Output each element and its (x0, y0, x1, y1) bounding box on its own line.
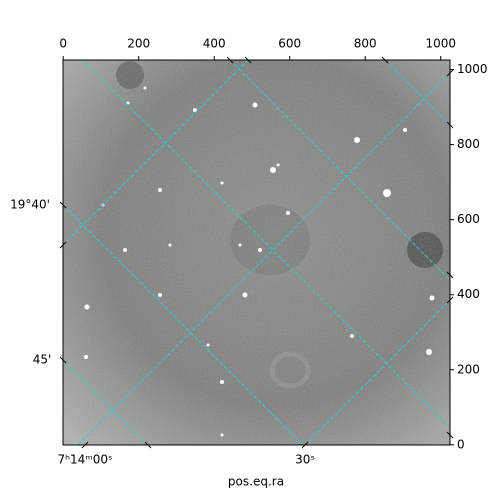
x-tick-label: 800 (354, 37, 377, 51)
y-tick-label: 1000 (457, 62, 488, 76)
x-tick-label: 600 (278, 37, 301, 51)
x-tick-label: 0 (59, 37, 67, 51)
sky-image (63, 60, 450, 445)
ra-tick-label: 7ʰ14ᵐ00ˢ (58, 453, 113, 467)
y-tick-label: 800 (457, 137, 480, 151)
x-tick-label: 200 (127, 37, 150, 51)
x-tick-label: 1000 (425, 37, 456, 51)
dec-tick-label: 19°40' (10, 198, 50, 212)
y-tick-label: 400 (457, 287, 480, 301)
y-tick-label: 0 (457, 437, 465, 451)
frame (62, 59, 451, 446)
x-axis-label: pos.eq.ra (228, 475, 284, 489)
dec-tick-label: 45' (33, 353, 52, 367)
world-ticks (59, 56, 454, 449)
y-tick-label: 600 (457, 212, 480, 226)
y-tick-label: 200 (457, 362, 480, 376)
ra-tick-label: 30ˢ (295, 453, 315, 467)
x-tick-label: 400 (203, 37, 226, 51)
coordinate-grid (63, 60, 450, 445)
